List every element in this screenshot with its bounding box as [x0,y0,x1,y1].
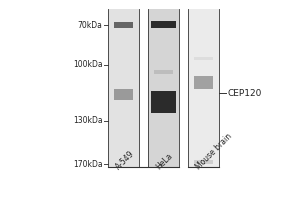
Bar [194,76,213,89]
Bar [194,57,213,60]
Bar [188,9,219,167]
Bar [151,91,176,113]
Bar [108,9,139,167]
Bar [151,21,176,28]
Text: Mouse brain: Mouse brain [194,131,234,171]
Text: 100kDa: 100kDa [73,60,102,69]
Bar [194,160,213,164]
Text: HeLa: HeLa [154,151,174,171]
Bar [114,89,133,100]
Bar [154,70,173,74]
Text: 170kDa: 170kDa [73,160,102,169]
Text: 70kDa: 70kDa [78,21,102,30]
Text: A-549: A-549 [114,149,136,171]
Bar [148,9,179,167]
Text: CEP120: CEP120 [227,89,262,98]
Text: 130kDa: 130kDa [73,116,102,125]
Bar [114,22,133,28]
